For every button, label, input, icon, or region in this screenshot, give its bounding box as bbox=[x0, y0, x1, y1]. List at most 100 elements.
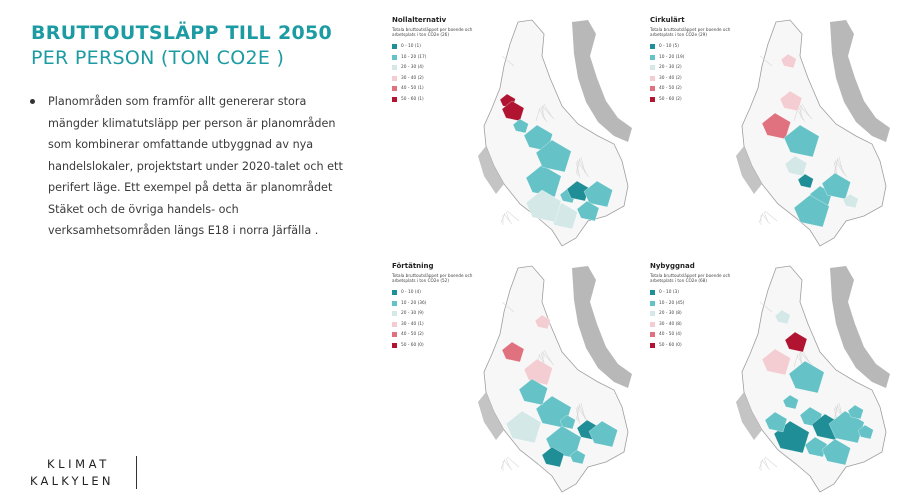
legend-swatch bbox=[650, 300, 655, 306]
map-title: Nollalternativ bbox=[392, 16, 447, 24]
planning-area bbox=[847, 404, 864, 420]
municipality-map bbox=[736, 19, 890, 247]
forest-area bbox=[478, 146, 504, 194]
road-line bbox=[500, 458, 506, 470]
road-line bbox=[758, 212, 764, 224]
legend-swatch bbox=[650, 44, 655, 49]
planning-area bbox=[541, 446, 565, 468]
road-line bbox=[763, 211, 769, 223]
planning-area bbox=[828, 410, 865, 444]
planning-area bbox=[788, 360, 825, 394]
road-line bbox=[506, 210, 520, 222]
bullet-item: Planområden som framför allt genererar s… bbox=[28, 91, 358, 242]
road-line bbox=[836, 158, 846, 176]
map-subtitle: Totala bruttoutsläppet per boende och ar… bbox=[650, 273, 731, 283]
map-panel-nybyggnad: Nybyggnad Totala bruttoutsläppet per boe… bbox=[650, 262, 906, 494]
map-panel-fortatning: Förtätning Totala bruttoutsläppet per bo… bbox=[392, 262, 648, 494]
legend-swatch bbox=[650, 342, 655, 348]
road-line bbox=[503, 459, 513, 471]
road-line bbox=[505, 457, 511, 469]
forest-area bbox=[478, 392, 504, 440]
legend-swatch bbox=[392, 96, 397, 102]
planning-area bbox=[857, 424, 874, 440]
legend-swatch bbox=[392, 321, 397, 327]
road-line bbox=[758, 458, 764, 470]
legend-swatch bbox=[650, 54, 655, 60]
legend-label: 50 - 60 (2) bbox=[659, 96, 682, 102]
road-line bbox=[501, 55, 515, 67]
municipality-map bbox=[736, 265, 890, 493]
planning-area bbox=[583, 180, 613, 208]
planning-area bbox=[783, 124, 820, 158]
road-line bbox=[763, 457, 769, 469]
planning-area bbox=[505, 410, 542, 444]
legend-label: 30 - 40 (8) bbox=[659, 321, 682, 327]
legend-label: 10 - 20 (17) bbox=[401, 54, 427, 60]
road-line bbox=[535, 107, 541, 122]
legend-swatch bbox=[392, 290, 397, 295]
road-line bbox=[764, 210, 778, 222]
legend-label: 20 - 30 (4) bbox=[401, 65, 424, 70]
planning-area bbox=[569, 449, 586, 465]
road-line bbox=[793, 353, 799, 368]
planning-area bbox=[525, 189, 562, 223]
legend-label: 0 - 10 (3) bbox=[659, 290, 679, 295]
planning-area bbox=[761, 112, 791, 140]
legend-label: 30 - 40 (2) bbox=[401, 75, 424, 81]
road-line bbox=[578, 158, 588, 176]
road-line bbox=[578, 404, 588, 422]
planning-area bbox=[523, 124, 553, 152]
planning-area bbox=[535, 139, 572, 173]
road-line bbox=[759, 301, 773, 313]
planning-area bbox=[559, 414, 576, 430]
legend-label: 40 - 50 (2) bbox=[659, 86, 682, 91]
legend-swatch bbox=[650, 332, 655, 337]
planning-area bbox=[779, 90, 803, 112]
legend-label: 40 - 50 (1) bbox=[401, 86, 424, 91]
road-line bbox=[506, 456, 520, 468]
road-line bbox=[503, 213, 513, 225]
legend-label: 10 - 20 (45) bbox=[659, 300, 685, 306]
planning-area bbox=[821, 172, 851, 200]
legend-swatch bbox=[392, 311, 397, 316]
legend-label: 30 - 40 (2) bbox=[659, 75, 682, 81]
legend-swatch bbox=[650, 86, 655, 91]
planning-area bbox=[784, 331, 808, 353]
road-line bbox=[500, 212, 506, 224]
road-line bbox=[833, 157, 839, 175]
legend-swatch bbox=[392, 86, 397, 91]
road-line bbox=[761, 459, 771, 471]
legend-swatch bbox=[650, 311, 655, 316]
legend-label: 50 - 60 (1) bbox=[401, 96, 424, 102]
logo-line-1: KLIMAT bbox=[47, 457, 110, 471]
legend-swatch bbox=[650, 96, 655, 102]
planning-area bbox=[804, 436, 828, 458]
bullet-text: Planområden som framför allt genererar s… bbox=[48, 95, 343, 237]
map-panel-nollalternativ: Nollalternativ Totala bruttoutsläppet pe… bbox=[392, 16, 648, 248]
road-line bbox=[580, 156, 586, 174]
legend-swatch bbox=[392, 54, 397, 60]
slide-subtitle: PER PERSON (TON CO2E ) bbox=[31, 47, 285, 69]
planning-area bbox=[793, 194, 830, 228]
legend-swatch bbox=[650, 321, 655, 327]
planning-area bbox=[774, 309, 791, 325]
water-area bbox=[830, 266, 890, 388]
map-title: Nybyggnad bbox=[650, 262, 695, 270]
planning-area bbox=[780, 53, 797, 69]
legend-label: 50 - 60 (0) bbox=[659, 342, 682, 348]
planning-area bbox=[842, 193, 859, 209]
legend-label: 20 - 30 (9) bbox=[401, 311, 424, 316]
forest-area bbox=[736, 146, 762, 194]
planning-area bbox=[782, 394, 799, 410]
municipality-map bbox=[478, 19, 632, 247]
bullet-icon bbox=[30, 99, 35, 104]
planning-area bbox=[821, 438, 851, 466]
road-line bbox=[761, 213, 771, 225]
legend-swatch bbox=[650, 65, 655, 70]
planning-area bbox=[761, 348, 791, 376]
planning-area bbox=[518, 378, 548, 406]
road-line bbox=[575, 157, 581, 175]
road-line bbox=[580, 402, 586, 420]
legend-label: 20 - 30 (8) bbox=[659, 311, 682, 316]
map-title: Cirkulärt bbox=[650, 16, 685, 24]
